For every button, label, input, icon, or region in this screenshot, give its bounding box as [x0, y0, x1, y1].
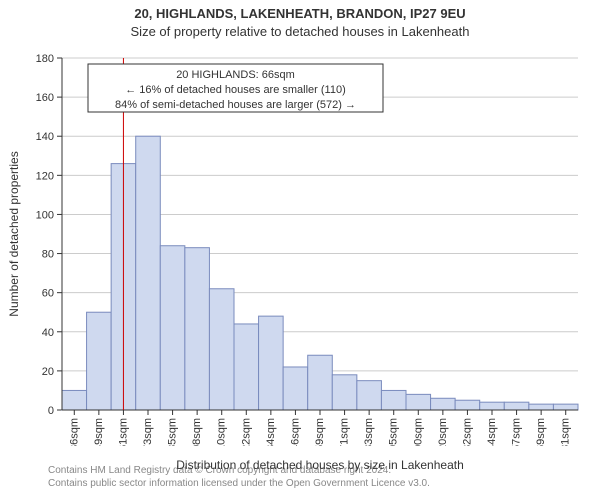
svg-text:80: 80 [42, 249, 54, 261]
svg-text:73sqm: 73sqm [142, 418, 154, 446]
svg-text:100: 100 [36, 209, 54, 221]
histogram-bar [308, 355, 333, 410]
histogram-bar [209, 289, 234, 410]
histogram-bar [381, 390, 406, 410]
svg-text:85sqm: 85sqm [167, 418, 179, 446]
x-axis-label: Distribution of detached houses by size … [62, 458, 578, 472]
svg-text:281sqm: 281sqm [560, 418, 572, 446]
page-title-line1: 20, HIGHLANDS, LAKENHEATH, BRANDON, IP27… [0, 6, 600, 21]
histogram-bar [62, 390, 87, 410]
histogram-bar [185, 248, 210, 410]
histogram-bar [160, 246, 185, 410]
svg-text:49sqm: 49sqm [93, 418, 105, 446]
histogram-bar [283, 367, 308, 410]
histogram-bar [504, 402, 529, 410]
svg-text:120: 120 [36, 170, 54, 182]
svg-text:232sqm: 232sqm [461, 418, 473, 446]
histogram-chart: 0 20 40 60 80 100 120 140 160 180 36sqm 49sqm 61sqm 7… [0, 48, 600, 446]
svg-text:159sqm: 159sqm [314, 418, 326, 446]
svg-text:36sqm: 36sqm [68, 418, 80, 446]
svg-text:220sqm: 220sqm [437, 418, 449, 446]
histogram-bar [455, 400, 480, 410]
svg-text:180: 180 [36, 53, 54, 65]
histogram-bar [259, 316, 284, 410]
histogram-bar [87, 312, 112, 410]
svg-text:98sqm: 98sqm [191, 418, 203, 446]
histogram-bar [553, 404, 578, 410]
histogram-bar [431, 398, 456, 410]
svg-text:244sqm: 244sqm [486, 418, 498, 446]
annotation-text: ← 16% of detached houses are smaller (11… [125, 84, 346, 96]
svg-text:200sqm: 200sqm [412, 418, 424, 446]
histogram-bar [332, 375, 357, 410]
svg-text:269sqm: 269sqm [535, 418, 547, 446]
svg-text:146sqm: 146sqm [289, 418, 301, 446]
histogram-bar [480, 402, 505, 410]
svg-text:20: 20 [42, 366, 54, 378]
annotation-text: 84% of semi-detached houses are larger (… [115, 99, 356, 111]
footnote-line2: Contains public sector information licen… [48, 477, 430, 490]
histogram-bar [529, 404, 554, 410]
svg-text:60: 60 [42, 288, 54, 300]
histogram-bar [136, 136, 161, 410]
svg-text:257sqm: 257sqm [511, 418, 523, 446]
svg-text:122sqm: 122sqm [240, 418, 252, 446]
svg-text:171sqm: 171sqm [339, 418, 351, 446]
svg-text:134sqm: 134sqm [265, 418, 277, 446]
histogram-bar [234, 324, 259, 410]
histogram-bar [406, 394, 431, 410]
svg-text:160: 160 [36, 92, 54, 104]
svg-text:110sqm: 110sqm [216, 418, 228, 446]
svg-text:40: 40 [42, 327, 54, 339]
y-axis-label: Number of detached properties [7, 151, 21, 316]
svg-text:195sqm: 195sqm [388, 418, 400, 446]
svg-text:61sqm: 61sqm [117, 418, 129, 446]
svg-text:183sqm: 183sqm [363, 418, 375, 446]
svg-text:140: 140 [36, 131, 54, 143]
annotation-text: 20 HIGHLANDS: 66sqm [176, 69, 295, 81]
svg-text:0: 0 [48, 405, 54, 417]
histogram-bar [357, 381, 382, 410]
page-title-line2: Size of property relative to detached ho… [0, 24, 600, 39]
